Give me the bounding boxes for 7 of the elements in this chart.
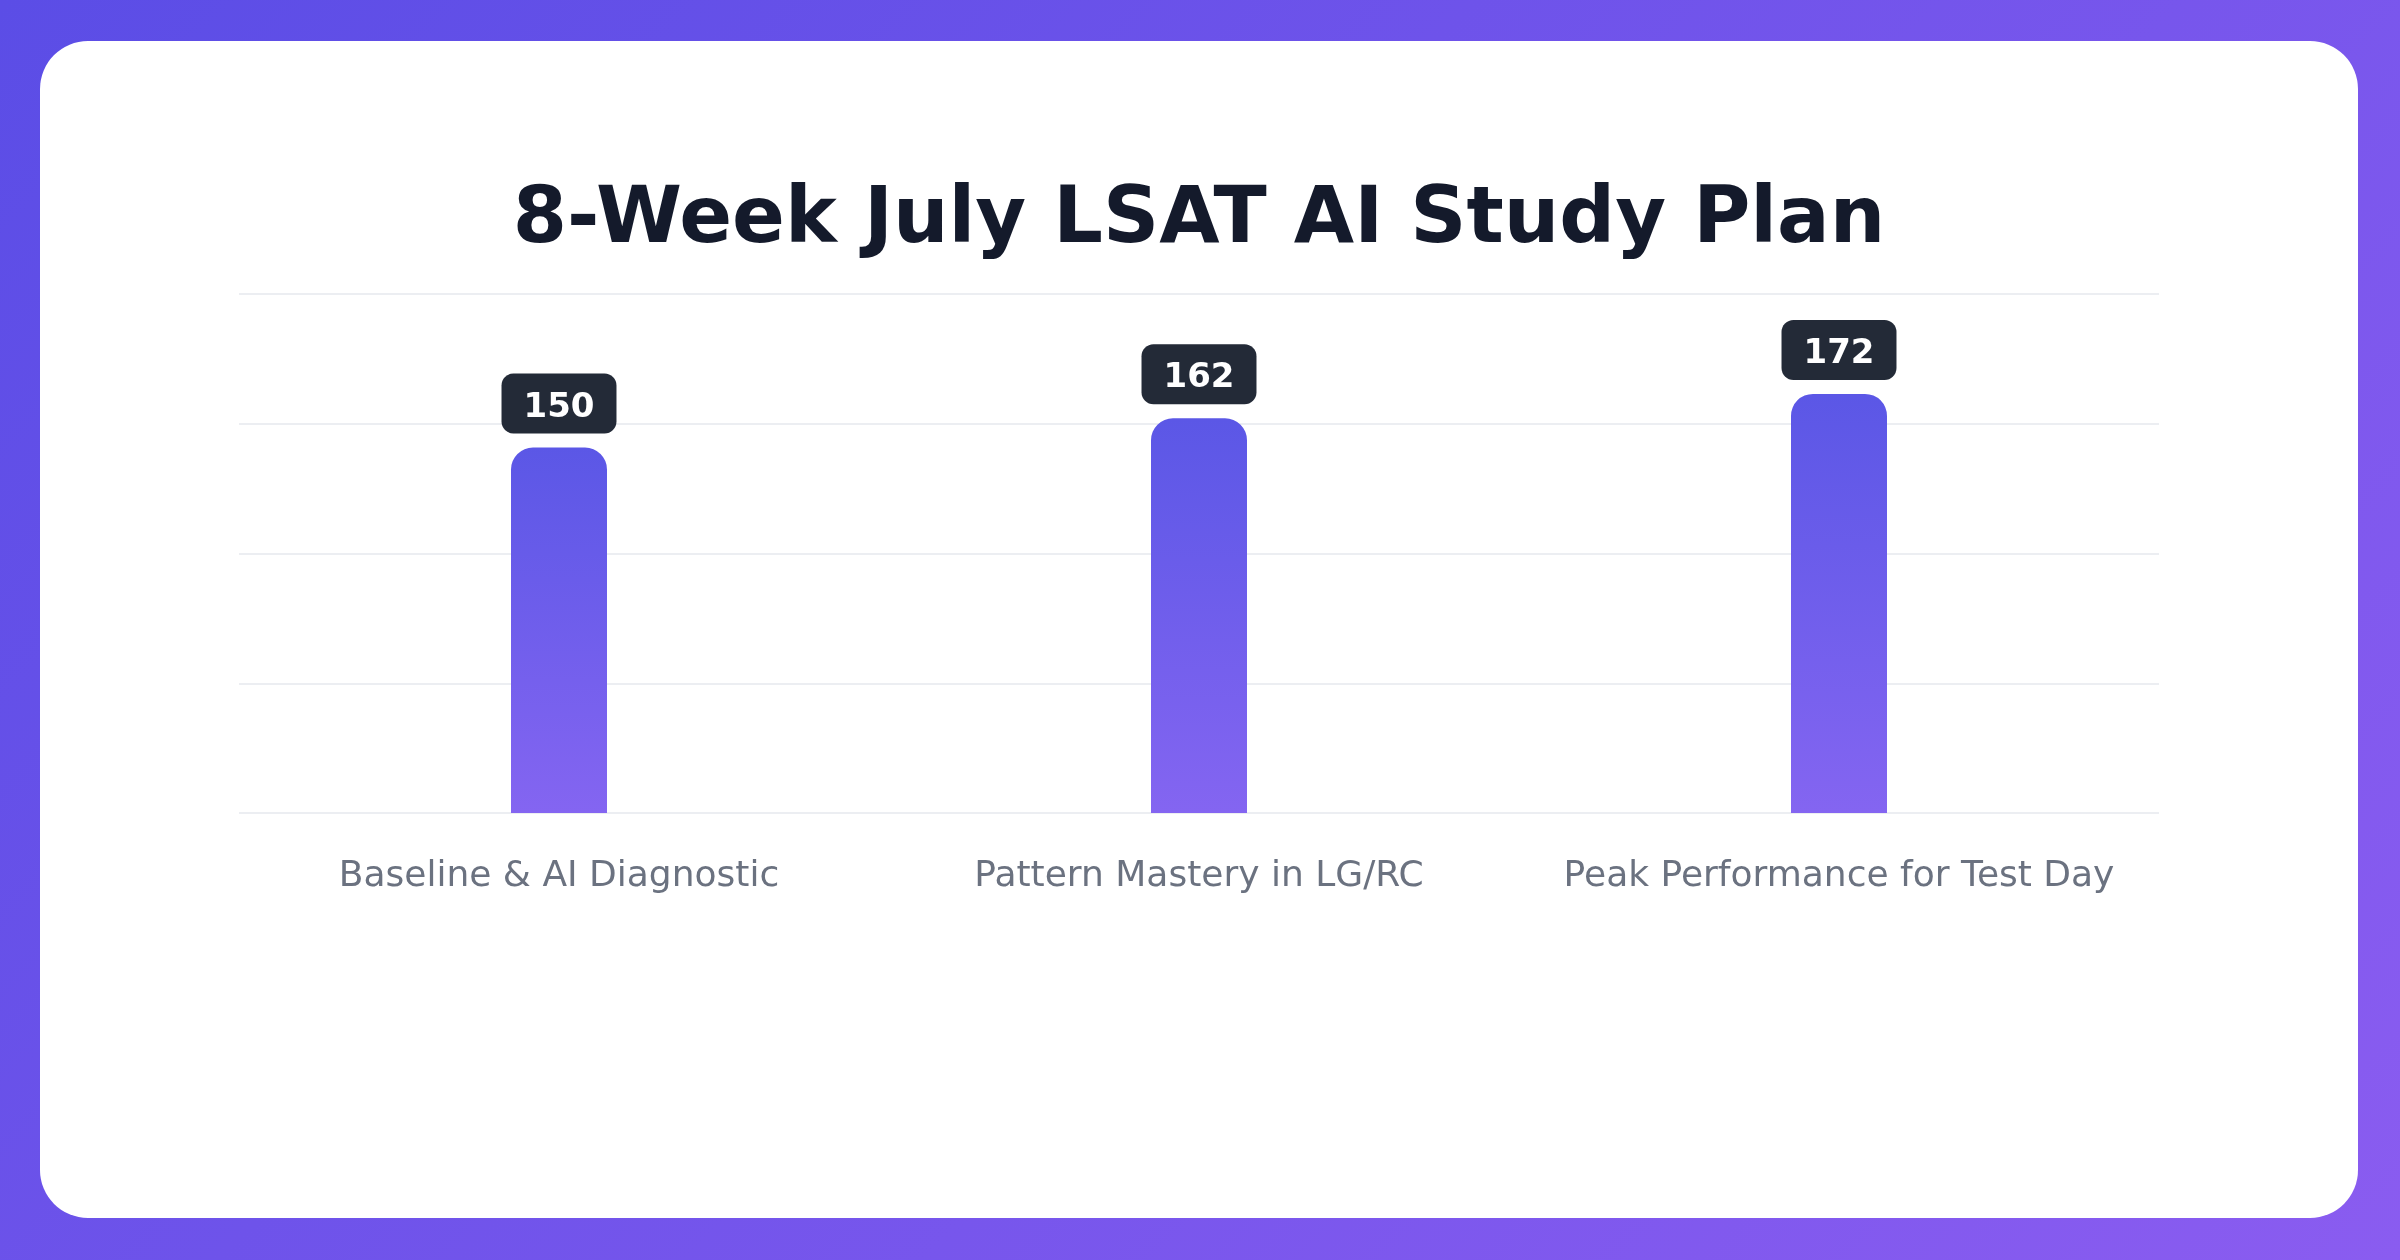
x-tick-label: Peak Performance for Test Day <box>1563 852 2115 894</box>
chart-title: 8-Week July LSAT AI Study Plan <box>512 170 1886 260</box>
x-tick-label: Pattern Mastery in LG/RC <box>974 852 1424 894</box>
data-label: 150 <box>523 384 595 425</box>
data-label: 172 <box>1803 330 1875 371</box>
x-tick-label: Baseline & AI Diagnostic <box>338 852 780 894</box>
data-label: 162 <box>1163 355 1235 396</box>
